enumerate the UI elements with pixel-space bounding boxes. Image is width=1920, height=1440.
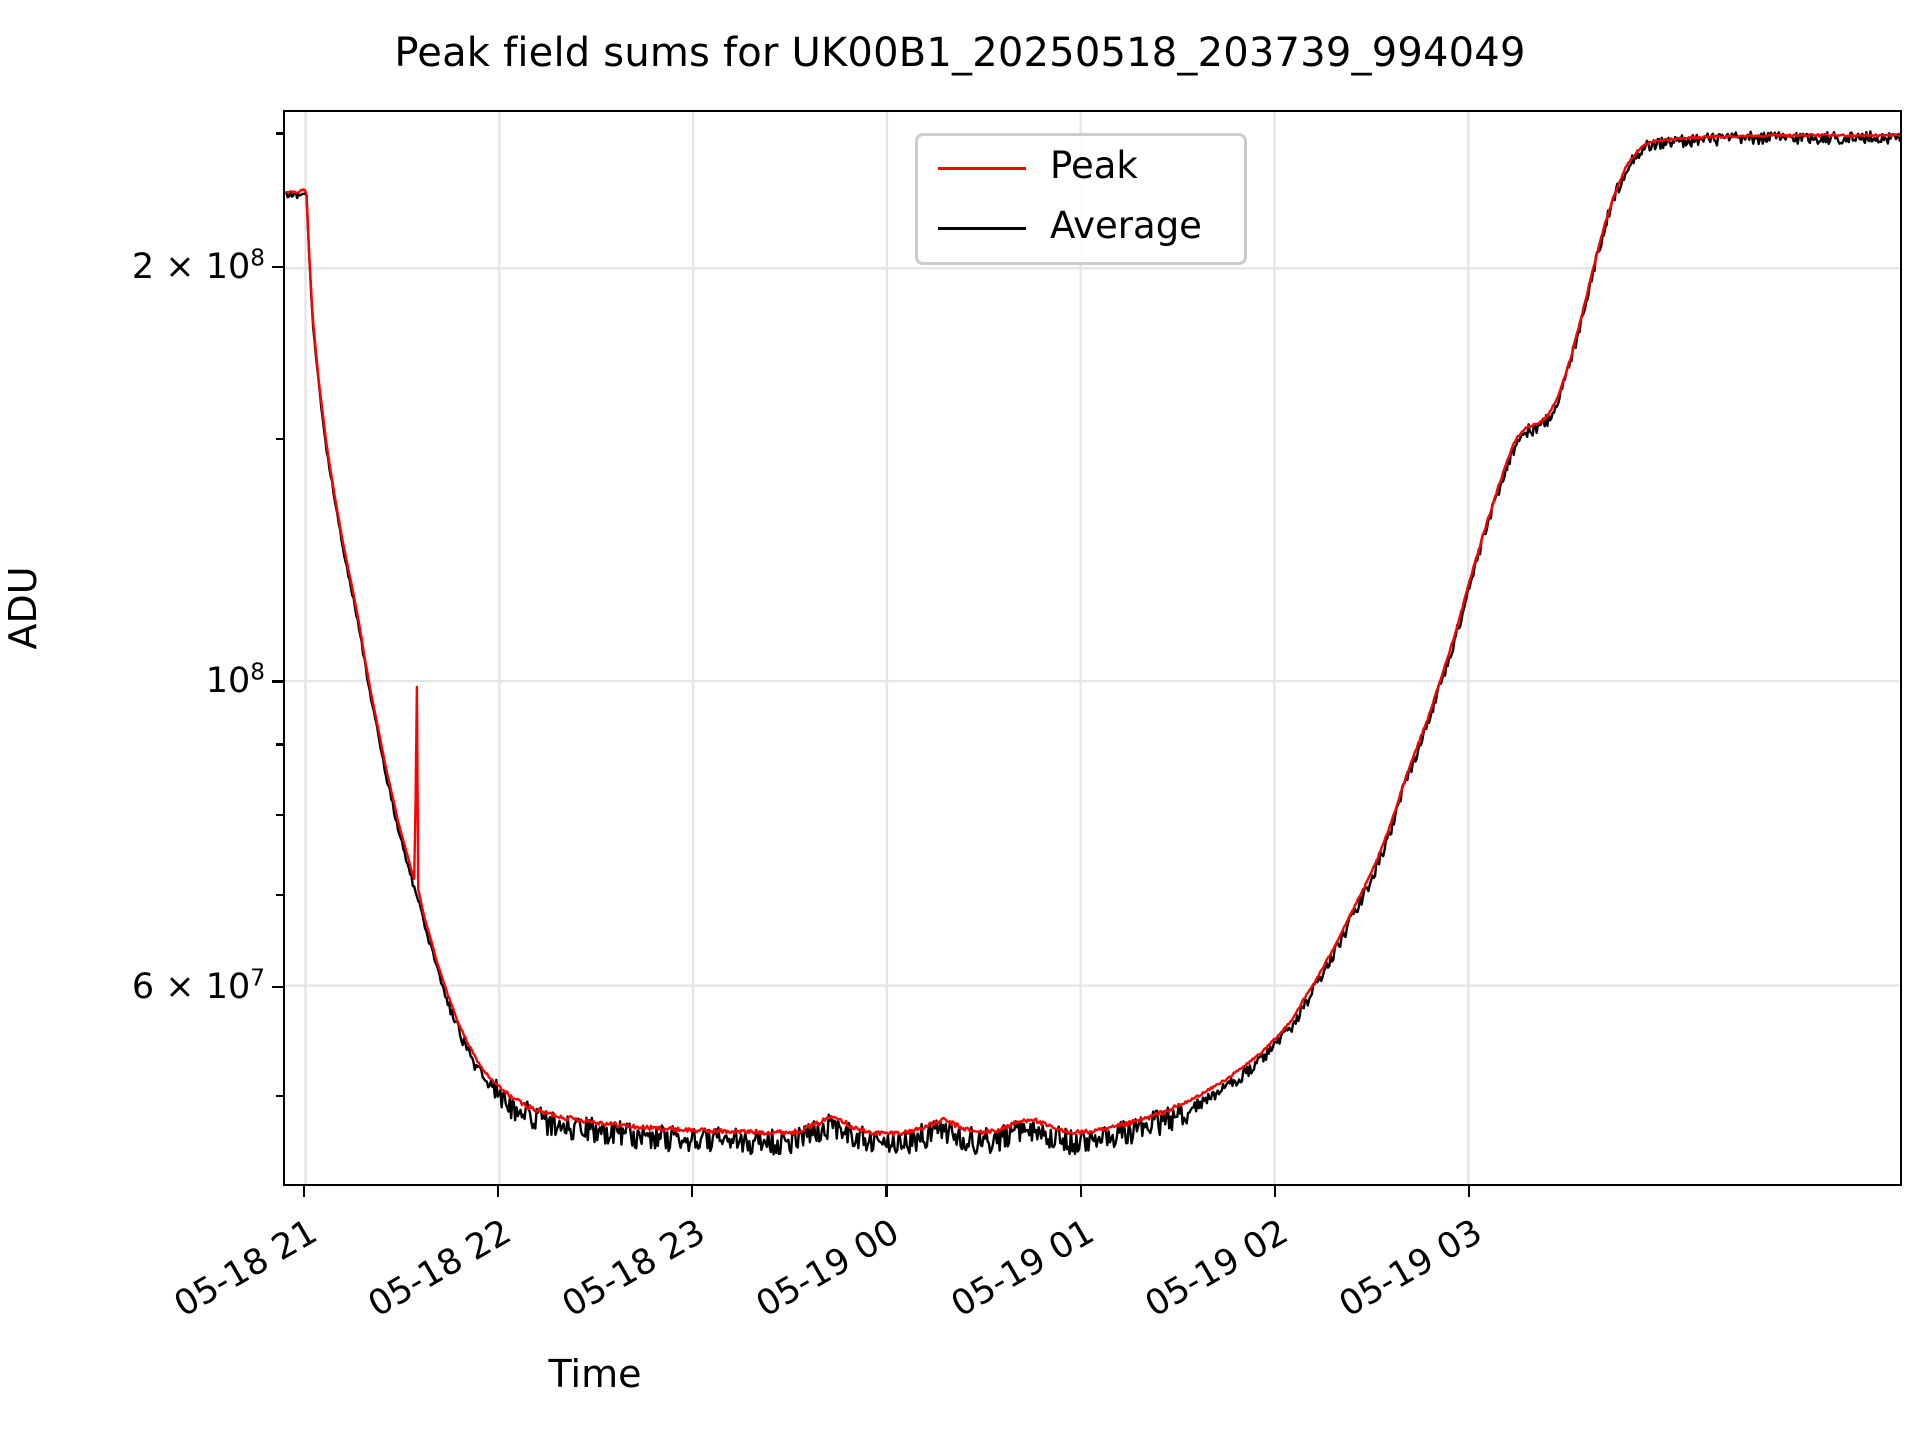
x-axis-tick-mark bbox=[1079, 1186, 1082, 1197]
legend-item-peak[interactable]: Peak bbox=[918, 136, 1244, 202]
x-axis-tick-label: 05-19 02 bbox=[1138, 1212, 1295, 1326]
y-axis-minor-tick-mark bbox=[276, 893, 283, 896]
x-axis-tick-mark bbox=[1468, 1186, 1471, 1197]
y-axis-tick-label: 108 bbox=[205, 659, 265, 702]
x-axis-tick-mark bbox=[1273, 1186, 1277, 1197]
x-axis-tick-label: 05-18 23 bbox=[555, 1212, 713, 1326]
x-axis-tick-mark bbox=[691, 1186, 694, 1197]
legend-label-average: Average bbox=[1050, 204, 1202, 247]
x-axis-tick-label: 05-18 22 bbox=[361, 1212, 518, 1326]
x-axis-tick-mark bbox=[885, 1186, 888, 1197]
y-axis-label: ADU bbox=[1, 566, 45, 650]
x-axis-tick-mark bbox=[302, 1186, 305, 1197]
page-title: Peak field sums for UK00B1_20250518_2037… bbox=[394, 30, 1526, 76]
y-axis-tick-label: 6 × 107 bbox=[131, 965, 265, 1007]
plot-area bbox=[283, 110, 1902, 1186]
data-series-layer bbox=[285, 130, 1900, 1156]
x-axis-tick-label: 05-19 03 bbox=[1332, 1212, 1490, 1326]
y-axis-tick-label: 2 × 108 bbox=[131, 245, 265, 287]
grid-lines bbox=[285, 112, 1900, 1184]
y-axis-minor-tick-mark bbox=[276, 813, 283, 816]
x-axis-tick-label: 05-19 00 bbox=[750, 1212, 907, 1326]
legend-swatch-peak bbox=[938, 167, 1026, 171]
x-axis-tick-label: 05-18 21 bbox=[167, 1212, 324, 1326]
x-axis-tick-label: 05-19 01 bbox=[944, 1212, 1101, 1326]
y-axis-minor-tick-mark bbox=[276, 1094, 283, 1097]
y-axis-tick-mark bbox=[272, 265, 283, 269]
x-axis-tick-mark bbox=[496, 1186, 500, 1197]
y-axis-tick-mark bbox=[272, 985, 283, 988]
legend-item-average[interactable]: Average bbox=[918, 196, 1244, 262]
y-axis-minor-tick-mark bbox=[276, 437, 283, 441]
legend: Peak Average bbox=[915, 133, 1247, 265]
y-axis-minor-tick-mark bbox=[276, 743, 283, 746]
y-axis-tick-mark bbox=[272, 680, 283, 683]
legend-swatch-average bbox=[938, 227, 1026, 231]
y-axis-minor-tick-mark bbox=[276, 132, 283, 135]
legend-label-peak: Peak bbox=[1050, 144, 1138, 187]
x-axis-label: Time bbox=[548, 1352, 642, 1396]
